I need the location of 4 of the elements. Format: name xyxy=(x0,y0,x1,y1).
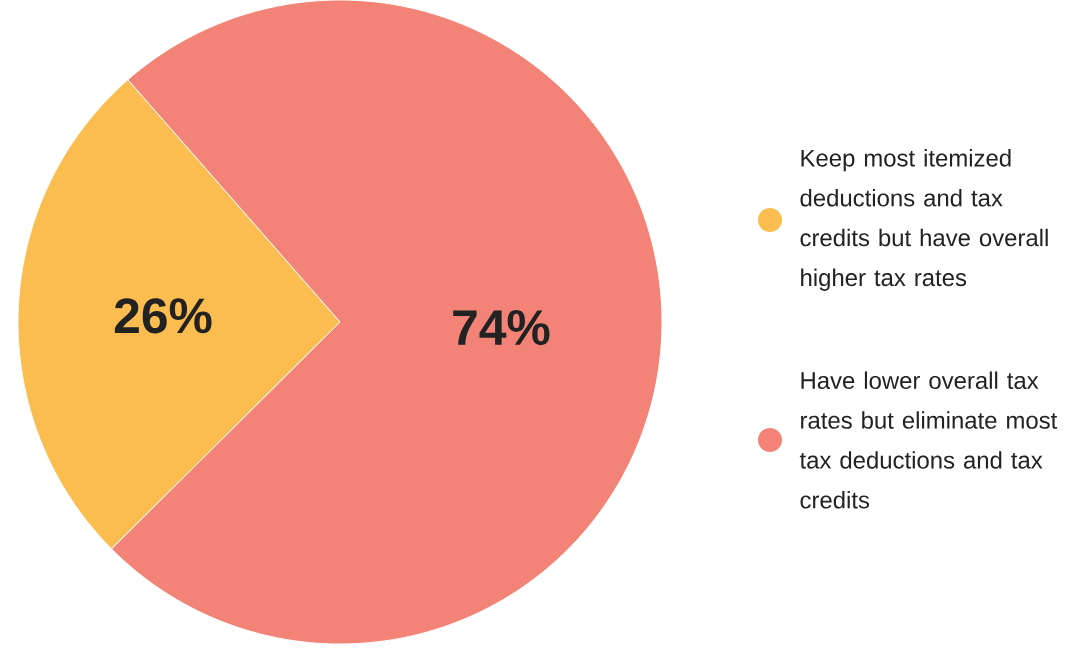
legend-label: Have lower overall tax rates but eliminate most tax deductions and tax credits xyxy=(799,371,1058,509)
data-label: 74% xyxy=(453,310,550,346)
legend-label: Keep most itemized deductions and tax credits but have overall higher tax rates xyxy=(800,149,1048,291)
data-label: 26% xyxy=(114,298,212,334)
